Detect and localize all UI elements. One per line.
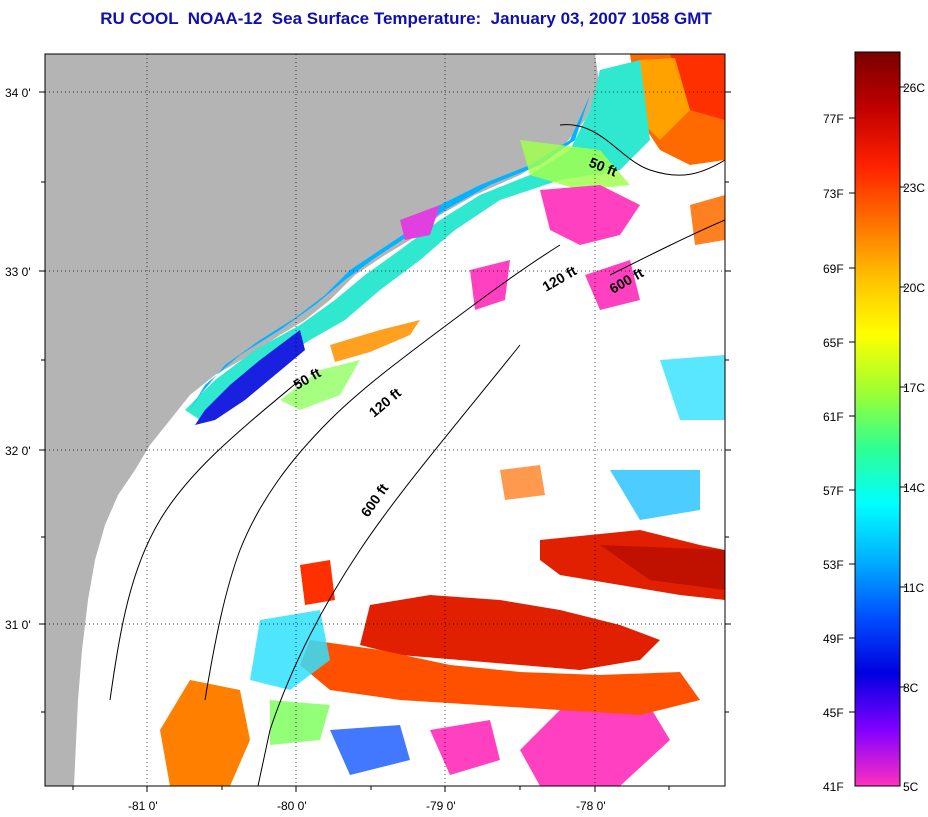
lat-label: 32 0' [5, 444, 31, 458]
celsius-label: 14C [903, 481, 925, 495]
land-mass [45, 54, 600, 786]
lon-label: -79 0' [426, 799, 456, 813]
map-frame [44, 53, 726, 787]
celsius-label: 23C [903, 181, 925, 195]
color-scale-ticks [849, 86, 906, 713]
sst-midshelf-warm [330, 195, 725, 362]
fahrenheit-label: 73F [823, 187, 844, 201]
fahrenheit-label: 41F [823, 780, 844, 794]
lat-label: 33 0' [5, 265, 31, 279]
lon-label: -81 0' [128, 799, 158, 813]
sst-mixed-offshore [250, 355, 725, 775]
fahrenheit-label: 77F [823, 112, 844, 126]
isobath-120ft [204, 244, 561, 701]
celsius-label: 17C [903, 381, 925, 395]
sst-warm-offshore [160, 530, 725, 786]
fahrenheit-label: 45F [823, 706, 844, 720]
celsius-label: 20C [903, 281, 925, 295]
celsius-label: 8C [903, 681, 919, 695]
fahrenheit-label: 69F [823, 262, 844, 276]
lon-label: -80 0' [277, 799, 307, 813]
fahrenheit-label: 49F [823, 632, 844, 646]
sst-warm-northeast [630, 54, 725, 165]
color-scale-bar [854, 51, 901, 787]
celsius-label: 11C [903, 581, 924, 595]
celsius-label: 5C [903, 780, 919, 794]
fahrenheit-label: 65F [823, 336, 844, 350]
fahrenheit-label: 53F [823, 558, 844, 572]
isobath-600ft [257, 219, 725, 786]
fahrenheit-label: 61F [823, 410, 844, 424]
celsius-label: 26C [903, 81, 925, 95]
isobath-50ft [109, 124, 725, 701]
axis-ticks [39, 91, 731, 792]
lat-label: 34 0' [5, 86, 31, 100]
isobath-lines [109, 124, 725, 786]
fahrenheit-label: 57F [823, 484, 844, 498]
lon-label: -78 0' [576, 799, 606, 813]
map-title: RU COOL NOAA-12 Sea Surface Temperature:… [100, 9, 712, 28]
sst-coastal-band [185, 60, 650, 425]
lat-lon-grid [45, 54, 725, 786]
lat-label: 31 0' [5, 618, 31, 632]
